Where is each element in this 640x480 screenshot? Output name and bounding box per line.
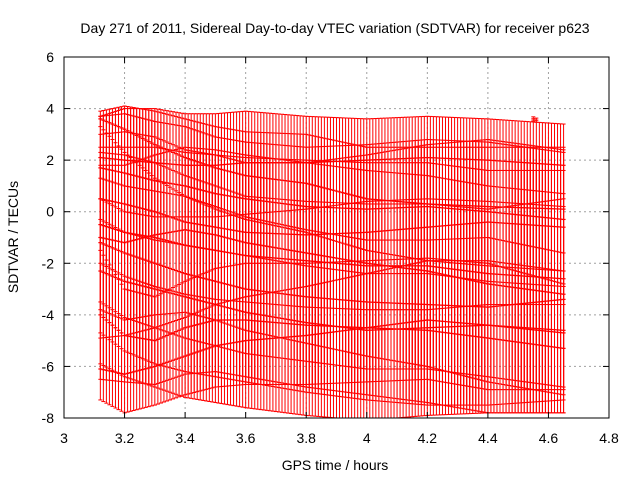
chart-title: Day 271 of 2011, Sidereal Day-to-day VTE…: [80, 20, 589, 36]
series-sat-a: [98, 108, 566, 218]
series-sat-i: [98, 105, 566, 272]
series-sat-c: [98, 131, 566, 311]
series-sat-f: [98, 177, 566, 419]
data-series: [98, 105, 566, 419]
